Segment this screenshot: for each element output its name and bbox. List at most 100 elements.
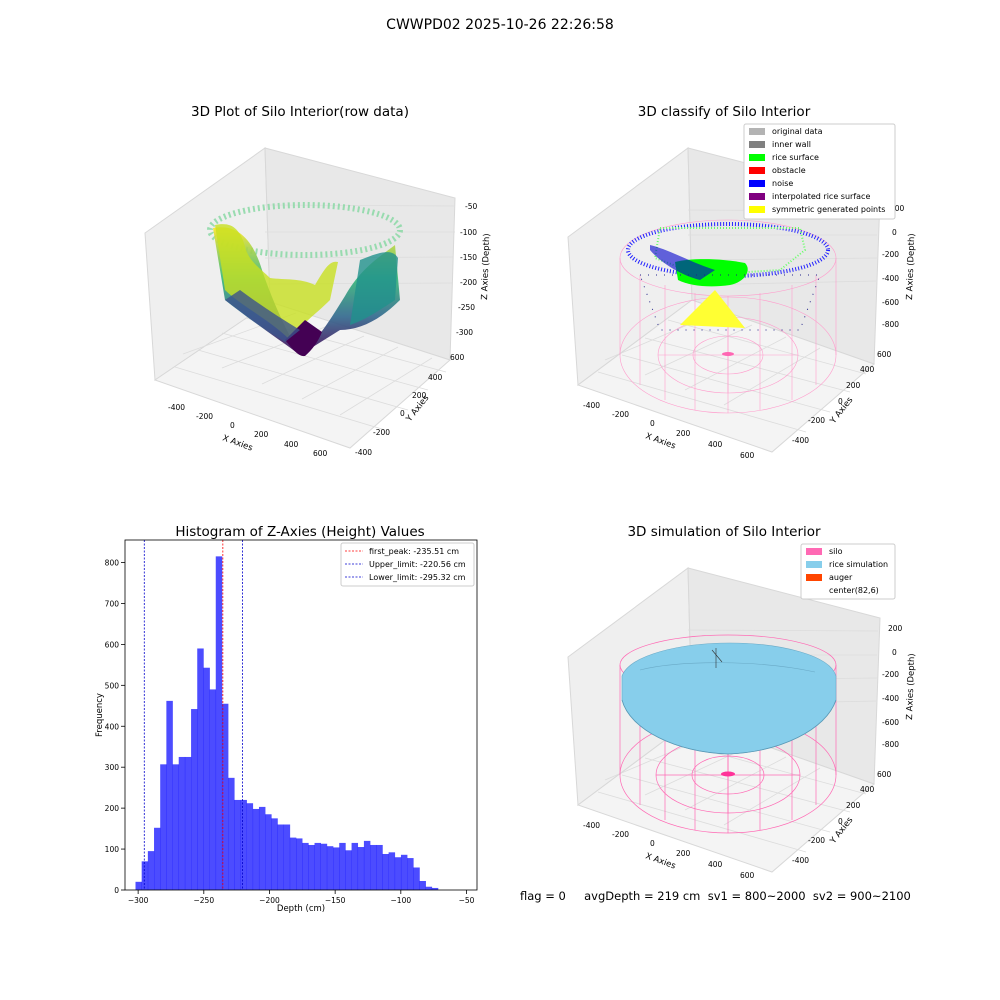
histogram-bar (419, 880, 426, 890)
histogram-bar (215, 556, 223, 890)
histogram-bar (425, 886, 433, 890)
histogram-bar (370, 844, 377, 890)
histogram-xlabel: Depth (cm) (277, 904, 325, 914)
simulation-xtick: 0 (650, 839, 655, 848)
histogram-bar (394, 857, 402, 890)
classify-ztick: -200 (882, 250, 899, 259)
raw-xtick: 400 (284, 440, 299, 449)
histogram-bar (431, 887, 439, 890)
status-footer: flag = 0 avgDepth = 219 cm sv1 = 800~200… (520, 889, 911, 903)
histogram-bar (203, 667, 210, 890)
histogram-ylabel: Frequency (95, 693, 105, 737)
legend-label: symmetric generated points (772, 205, 885, 214)
histogram-bar (400, 854, 408, 890)
raw-ztick: -50 (465, 202, 477, 211)
histogram-bar (326, 846, 334, 890)
histogram-bar (184, 756, 192, 890)
raw-tick-labels: -400 -200 0 200 400 600 -400 -200 0 200 … (168, 202, 477, 458)
histogram-bar (252, 808, 260, 890)
histogram-bar (283, 824, 291, 890)
raw-ztick: -100 (460, 228, 477, 237)
histogram-bar (154, 827, 161, 890)
classify-ztick: -800 (882, 320, 899, 329)
histogram-bar (197, 648, 204, 890)
legend-label: silo (829, 547, 843, 556)
classify-ztick: 0 (892, 228, 897, 237)
histogram-frame (124, 539, 478, 891)
classify-ytick: 0 (838, 397, 843, 406)
histogram-bar (191, 709, 198, 890)
histogram-bar (357, 847, 365, 890)
histogram-ytick-label: 200 (105, 804, 120, 813)
legend-swatch-original-data (749, 128, 765, 135)
simulation-tick-labels: -400 -200 0 200 400 600 -400 -200 0 200 … (583, 624, 903, 880)
histogram-bar (345, 850, 352, 890)
raw-ytick: -400 (355, 448, 372, 457)
classify-tick-labels: -400 -200 0 200 400 600 -400 -200 0 200 … (583, 204, 905, 460)
raw-ztick: -150 (460, 253, 477, 262)
histogram-bar (351, 842, 359, 890)
simulation-ztick: -600 (882, 718, 899, 727)
histogram-bar (308, 844, 315, 890)
raw-ytick: 400 (428, 373, 443, 382)
legend-swatch-rice-surface (749, 154, 765, 161)
raw-ytick: 0 (400, 409, 405, 418)
simulation-xtick: 600 (740, 871, 755, 880)
classify-xtick: 400 (708, 440, 723, 449)
histogram-xtick-label: −200 (259, 896, 280, 905)
legend-label: noise (772, 179, 793, 188)
histogram-bar (258, 806, 266, 890)
histogram-xticks: −300 −250 −200 −150 −100 −50 (128, 890, 475, 905)
raw-ytick: 600 (450, 353, 465, 362)
histogram-bar (166, 700, 173, 890)
histogram-bar (333, 847, 340, 890)
raw-xtick: -400 (168, 403, 185, 412)
histogram-bar (302, 842, 309, 890)
histogram-ytick-label: 0 (114, 886, 119, 895)
simulation-xtick: 200 (676, 849, 691, 858)
histogram-xtick-label: −50 (459, 896, 475, 905)
simulation-ztick: -800 (882, 740, 899, 749)
histogram-bar (265, 814, 272, 890)
histogram-bar (376, 844, 383, 890)
legend-label: inner wall (772, 140, 811, 149)
histogram-legend: first_peak: -235.51 cm Upper_limit: -220… (340, 542, 475, 587)
histogram-bar (320, 843, 328, 890)
histogram-bars (135, 556, 439, 890)
legend-label: auger (829, 573, 853, 582)
simulation-zlabel: Z Axies (Depth) (905, 653, 917, 720)
histogram-xtick-label: −250 (194, 896, 215, 905)
legend-label: Lower_limit: -295.32 cm (369, 573, 466, 582)
simulation-xtick: -400 (583, 821, 600, 830)
classify-ytick: 600 (877, 350, 892, 359)
simulation-ytick: -400 (792, 856, 809, 865)
legend-swatch-symmetric (749, 206, 765, 213)
legend-label: rice surface (772, 153, 819, 162)
histogram-bar (221, 703, 229, 890)
histogram-bar (388, 852, 396, 890)
raw-xtick: 200 (254, 430, 269, 439)
simulation-xtick: -200 (612, 830, 629, 839)
classify-xtick: 0 (650, 419, 655, 428)
legend-label: interpolated rice surface (772, 192, 870, 201)
histogram-ytick-label: 800 (105, 559, 120, 568)
histogram-ytick-label: 600 (105, 640, 120, 649)
histogram-ytick-label: 500 (105, 681, 120, 690)
raw-zlabel: Z Axies (Depth) (480, 233, 492, 300)
simulation-legend: silo rice simulation auger center(82,6) (800, 543, 896, 600)
classify-xtick: -200 (612, 410, 629, 419)
histogram-yticks: 0 100 200 300 400 500 600 700 800 (105, 559, 125, 895)
classify-ytick: 200 (846, 381, 861, 390)
histogram-bar (413, 867, 420, 890)
raw-point-cloud (207, 202, 403, 357)
histogram-ytick-label: 700 (105, 599, 120, 608)
raw-xtick: 600 (313, 449, 328, 458)
histogram-title: Histogram of Z-Axies (Height) Values (175, 524, 424, 540)
histogram-bar (339, 842, 346, 890)
raw-ztick: -250 (458, 303, 475, 312)
classify-plot-title: 3D classify of Silo Interior (637, 104, 811, 120)
legend-swatch-auger (806, 574, 822, 581)
legend-swatch-rice-simulation (806, 561, 822, 568)
raw-ytick: -200 (373, 428, 390, 437)
